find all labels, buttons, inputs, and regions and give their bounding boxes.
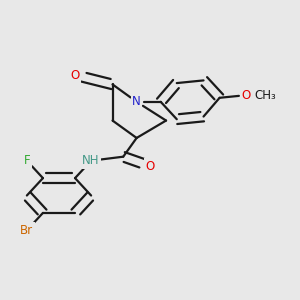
Text: Br: Br	[20, 224, 33, 237]
Text: N: N	[132, 95, 141, 108]
Text: NH: NH	[82, 154, 100, 167]
Text: CH₃: CH₃	[254, 88, 276, 102]
Text: O: O	[146, 160, 154, 172]
Text: O: O	[70, 69, 80, 82]
Text: F: F	[24, 154, 30, 167]
Text: O: O	[242, 88, 251, 102]
